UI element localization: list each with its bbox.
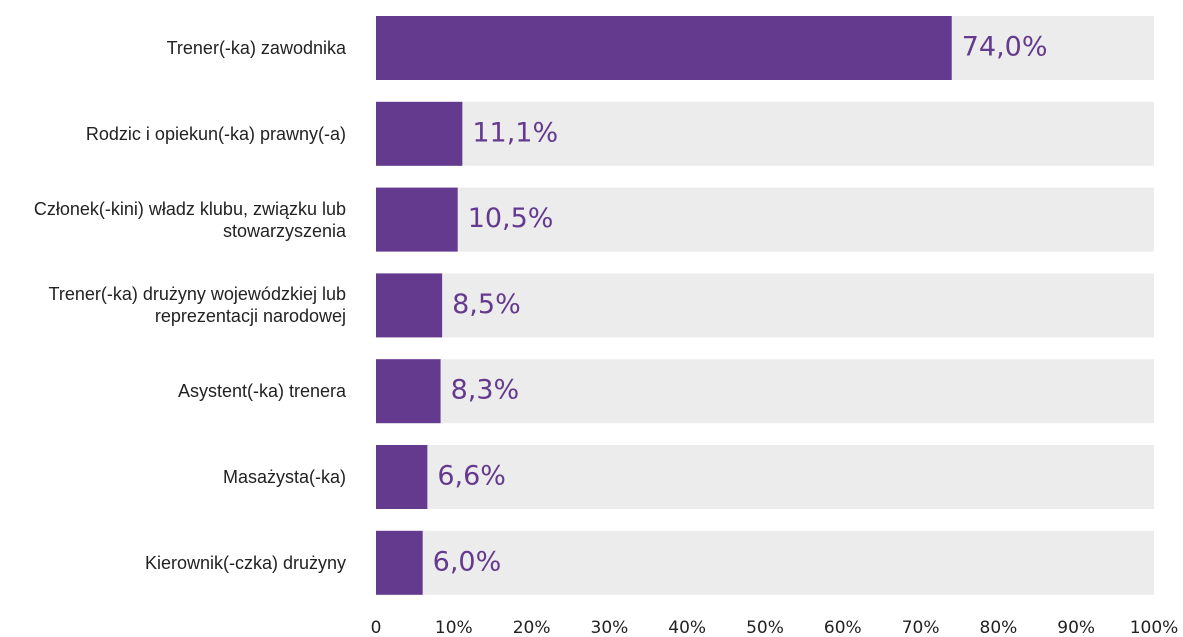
- value-label: 8,3%: [451, 375, 520, 406]
- bar: [376, 101, 463, 166]
- x-tick-label: 40%: [668, 618, 706, 637]
- bar-background: [376, 445, 1154, 509]
- category-label: Masażysta(-ka): [222, 467, 346, 487]
- bar-background: [376, 359, 1154, 424]
- category-label: Kierownik(-czka) drużyny: [144, 552, 346, 573]
- bar-background: [376, 101, 1154, 166]
- x-tick-label: 10%: [435, 618, 473, 637]
- bar: [376, 187, 458, 252]
- category-label: Trener(-ka) drużyny wojewódzkiej lub rep…: [48, 284, 346, 327]
- x-tick-label: 60%: [824, 618, 862, 637]
- value-label: 6,0%: [433, 546, 502, 577]
- value-label: 11,1%: [472, 117, 558, 148]
- x-tick-label: 80%: [980, 618, 1018, 637]
- value-label: 8,5%: [452, 289, 521, 320]
- x-tick-label: 90%: [1057, 618, 1095, 637]
- value-label: 10,5%: [468, 203, 554, 234]
- bar: [376, 16, 952, 80]
- category-label: Trener(-ka) zawodnika: [166, 38, 346, 58]
- category-label: Rodzic i opiekun(-ka) prawny(-a): [85, 123, 346, 144]
- bar: [376, 273, 443, 338]
- x-tick-label: 20%: [513, 618, 551, 637]
- x-tick-label: 30%: [591, 618, 629, 637]
- x-tick-label: 0: [371, 618, 382, 637]
- bar: [376, 445, 428, 509]
- x-tick-label: 50%: [746, 618, 784, 637]
- bar-background: [376, 187, 1154, 252]
- bar: [376, 359, 441, 424]
- value-label: 6,6%: [437, 461, 506, 492]
- bar-background: [376, 530, 1154, 595]
- bar: [376, 530, 423, 595]
- category-label: Asystent(-ka) trenera: [177, 381, 346, 402]
- value-label: 74,0%: [962, 32, 1048, 63]
- category-label: Członek(-kini) władz klubu, związku lub …: [33, 198, 346, 241]
- x-tick-label: 100%: [1130, 618, 1179, 637]
- bar-background: [376, 273, 1154, 338]
- x-tick-label: 70%: [902, 618, 940, 637]
